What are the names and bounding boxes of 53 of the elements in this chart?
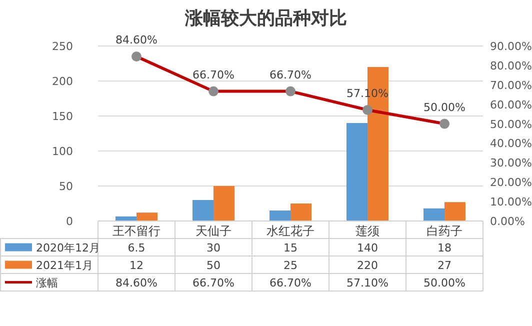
bar	[290, 204, 312, 221]
text: 50.00%	[424, 100, 466, 114]
y2-tick-label: 60.00%	[490, 98, 532, 112]
bar	[444, 202, 466, 221]
x-tick-label: 水红花子	[266, 224, 314, 238]
text: 84.60%	[116, 34, 158, 46]
data-label: 140	[357, 241, 378, 254]
x-tick-label: 白药子	[426, 224, 462, 238]
data-label: 57.10%	[346, 276, 388, 290]
y2-tick-label: 50.00%	[490, 118, 532, 131]
legend-label: 2020年12月	[36, 241, 100, 254]
y2-tick-label: 20.00%	[490, 176, 532, 190]
y2-tick-label: 70.00%	[490, 78, 532, 92]
y-tick-label: 0	[66, 215, 73, 228]
y-tick-label: 100	[52, 145, 73, 158]
data-label: 66.70%	[192, 276, 234, 290]
bar	[136, 212, 158, 221]
y2-tick-label: 0.00%	[490, 215, 525, 228]
bar	[346, 123, 368, 221]
x-tick-label: 天仙子	[196, 224, 232, 238]
data-label: 6.5	[128, 241, 146, 254]
text: 66.70%	[192, 68, 234, 82]
data-label: 27	[438, 258, 452, 272]
x-tick-label: 莲须	[356, 224, 380, 238]
data-label: 50.00%	[424, 276, 466, 290]
data-label: 12	[130, 258, 144, 272]
bar	[214, 186, 234, 221]
data-label: 25	[284, 258, 298, 272]
y-tick-label: 250	[52, 40, 73, 53]
y-tick-label: 50	[59, 180, 73, 193]
text: 66.70%	[270, 68, 312, 82]
data-label: 66.70%	[270, 276, 312, 290]
bar	[270, 210, 290, 221]
bar	[424, 208, 444, 221]
x-tick-label: 王不留行	[112, 224, 160, 238]
y2-tick-label: 30.00%	[490, 156, 532, 170]
y2-tick-label: 10.00%	[490, 196, 532, 209]
data-label: 50	[206, 258, 220, 272]
y-tick-label: 150	[52, 110, 73, 123]
data-label: 84.60%	[116, 276, 158, 290]
legend-label: 涨幅	[36, 276, 58, 290]
data-label: 15	[284, 241, 298, 254]
y2-tick-label: 40.00%	[490, 137, 532, 150]
text: 57.10%	[346, 86, 388, 100]
bar	[192, 200, 214, 221]
data-label: 220	[357, 258, 378, 272]
legend-label: 2021年1月	[36, 258, 93, 272]
y2-tick-label: 80.00%	[490, 59, 532, 72]
data-label: 30	[206, 241, 220, 254]
y2-tick-label: 90.00%	[490, 40, 532, 53]
y-tick-label: 200	[52, 75, 73, 88]
data-label: 18	[438, 241, 452, 254]
chart-title: 涨幅较大的品种对比	[184, 8, 347, 28]
